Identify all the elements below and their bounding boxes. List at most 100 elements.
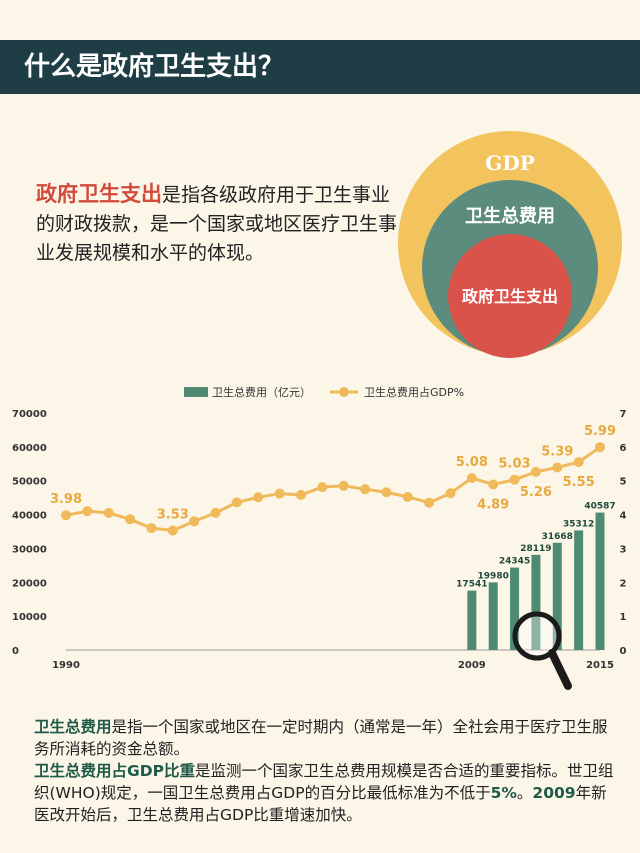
bar: [552, 542, 562, 650]
right-tick-label: 5: [620, 477, 627, 488]
explanation-paragraph-1: 卫生总费用是指一个国家或地区在一定时期内（通常是一年）全社会用于医疗卫生服务所消…: [34, 716, 614, 760]
term-total-expenditure: 卫生总费用: [34, 718, 112, 736]
left-tick-label: 0: [12, 646, 19, 657]
line-point: [360, 484, 371, 495]
bar: [595, 512, 605, 650]
line-point: [82, 506, 93, 517]
line-point: [274, 488, 285, 499]
line-point: [424, 497, 435, 508]
line-value-label: 5.03: [499, 457, 531, 472]
line-point: [231, 497, 242, 508]
line-point: [573, 457, 584, 468]
x-tick-label: 1990: [52, 660, 80, 671]
line-value-label: 5.26: [520, 485, 552, 500]
legend-line-marker: [339, 387, 349, 397]
right-tick-label: 6: [620, 443, 627, 454]
venn-diagram: GDP 卫生总费用 政府卫生支出: [398, 131, 622, 358]
line-series: [61, 442, 605, 536]
left-tick-label: 40000: [12, 511, 47, 522]
line-point: [552, 462, 563, 473]
line-point: [595, 442, 605, 453]
line-point: [466, 473, 477, 484]
right-axis: 0 1 2 3 4 5 6 7: [620, 409, 627, 657]
venn-outer-label: GDP: [485, 151, 534, 175]
left-tick-label: 60000: [12, 443, 47, 454]
magnifier-icon: [512, 611, 572, 690]
bar-series: [467, 512, 605, 650]
line-value-label: 3.53: [157, 507, 189, 522]
bar-value-label: 40587: [584, 502, 615, 512]
line-point: [125, 514, 136, 525]
left-tick-label: 20000: [12, 578, 47, 589]
venn-inner-label: 政府卫生支出: [462, 287, 558, 306]
line-point: [509, 474, 520, 485]
line-point: [189, 516, 200, 527]
bar: [531, 554, 541, 650]
right-tick-label: 7: [620, 409, 627, 420]
x-tick-label: 2009: [458, 660, 486, 671]
line-point: [402, 491, 413, 502]
line-point: [381, 487, 392, 498]
line-labels: 3.98 3.53 5.08 4.89 5.03 5.26 5.39 5.55 5.99: [50, 424, 616, 522]
line-value-label: 5.55: [563, 475, 595, 490]
legend-bar-label: 卫生总费用（亿元）: [212, 385, 311, 399]
line-point: [488, 479, 499, 490]
bar-value-label: 24345: [499, 557, 530, 567]
left-axis: 0 10000 20000 30000 40000 50000 60000 70000: [12, 409, 47, 657]
venn-middle-label: 卫生总费用: [465, 205, 555, 227]
venn-inner-circle: [448, 234, 572, 358]
p2-bold-a: 5%: [490, 784, 517, 802]
left-tick-label: 30000: [12, 544, 47, 555]
line-point: [146, 523, 157, 534]
bar-value-label: 35312: [563, 519, 594, 529]
line-value-label: 5.08: [456, 455, 488, 470]
bar: [488, 582, 498, 650]
line-point: [317, 482, 328, 493]
bar: [467, 590, 477, 650]
right-tick-label: 1: [620, 612, 627, 623]
health-expenditure-chart: 卫生总费用（亿元） 卫生总费用占GDP% 0100002000030000400…: [12, 385, 627, 690]
line-point: [253, 492, 264, 503]
line-point: [167, 525, 178, 536]
legend-bar-swatch: [184, 387, 208, 397]
definition-text: 是指各级政府用于卫生事业的财政拨款，是一个国家或地区医疗卫生事业发展规模和水平的…: [36, 184, 398, 264]
line-point: [295, 489, 306, 500]
p2-text-a: 是监测一个国家卫生总费用规模是否合适的重要指标。世卫组织(WHO)规定，一国卫生…: [34, 762, 614, 802]
line-point: [210, 507, 221, 518]
p2-text-b: 。: [516, 784, 533, 802]
explanation-paragraph-2: 卫生总费用占GDP比重是监测一个国家卫生总费用规模是否合适的重要指标。世卫组织(…: [34, 760, 614, 826]
bar: [574, 530, 584, 650]
line-value-label: 5.99: [584, 424, 616, 439]
line-point: [103, 507, 114, 518]
bar-value-label: 19980: [478, 571, 509, 581]
line-point: [338, 480, 349, 491]
line-value-label: 4.89: [477, 497, 509, 512]
line-point: [530, 466, 541, 477]
legend-line-label: 卫生总费用占GDP%: [364, 385, 464, 399]
p2-text-c: 年新医改开始后，卫生总费用占GDP比重增速加快。: [34, 784, 607, 824]
term-gdp-share: 卫生总费用占GDP比重: [34, 762, 195, 780]
line-value-label: 5.39: [541, 445, 573, 460]
left-tick-label: 70000: [12, 409, 47, 420]
bar-value-label: 28119: [520, 544, 551, 554]
left-tick-label: 50000: [12, 477, 47, 488]
bar-value-label: 17541: [456, 580, 487, 590]
p2-bold-b: 2009: [532, 784, 576, 802]
p1-text: 是指一个国家或地区在一定时期内（通常是一年）全社会用于医疗卫生服务所消耗的资金总…: [34, 718, 608, 758]
line-value-label: 3.98: [50, 492, 82, 507]
definition-term: 政府卫生支出: [36, 182, 162, 206]
explanation-block: 卫生总费用是指一个国家或地区在一定时期内（通常是一年）全社会用于医疗卫生服务所消…: [34, 716, 614, 826]
right-tick-label: 0: [620, 646, 627, 657]
right-tick-label: 2: [620, 578, 627, 589]
right-tick-label: 3: [620, 544, 627, 555]
definition-paragraph: 政府卫生支出是指各级政府用于卫生事业的财政拨款，是一个国家或地区医疗卫生事业发展…: [36, 180, 406, 268]
chart-legend: 卫生总费用（亿元） 卫生总费用占GDP%: [184, 385, 464, 399]
page-title: 什么是政府卫生支出？: [0, 40, 640, 94]
left-tick-label: 10000: [12, 612, 47, 623]
bar-value-label: 31668: [542, 532, 573, 542]
line-point: [61, 510, 71, 521]
x-tick-label: 2015: [586, 660, 614, 671]
right-tick-label: 4: [620, 511, 627, 522]
line-point: [445, 488, 456, 499]
